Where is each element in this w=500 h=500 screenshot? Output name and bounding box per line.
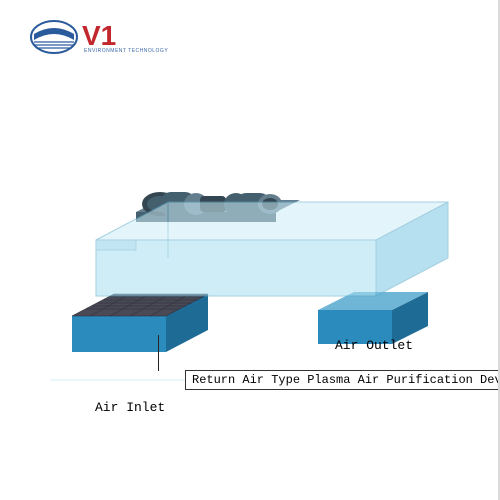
leader-line <box>158 335 159 371</box>
air-outlet-vent <box>318 292 428 344</box>
label-device-box: Return Air Type Plasma Air Purification … <box>185 370 500 390</box>
label-air-inlet: Air Inlet <box>95 400 165 415</box>
label-air-outlet: Air Outlet <box>335 338 413 353</box>
logo-badge-icon <box>30 20 78 54</box>
housing <box>96 202 448 296</box>
brand-logo: V1 ENVIRONMENT TECHNOLOGY <box>30 20 168 54</box>
device-diagram <box>40 130 460 410</box>
air-inlet-vent <box>72 294 208 352</box>
brand-subtext: ENVIRONMENT TECHNOLOGY <box>84 48 168 54</box>
